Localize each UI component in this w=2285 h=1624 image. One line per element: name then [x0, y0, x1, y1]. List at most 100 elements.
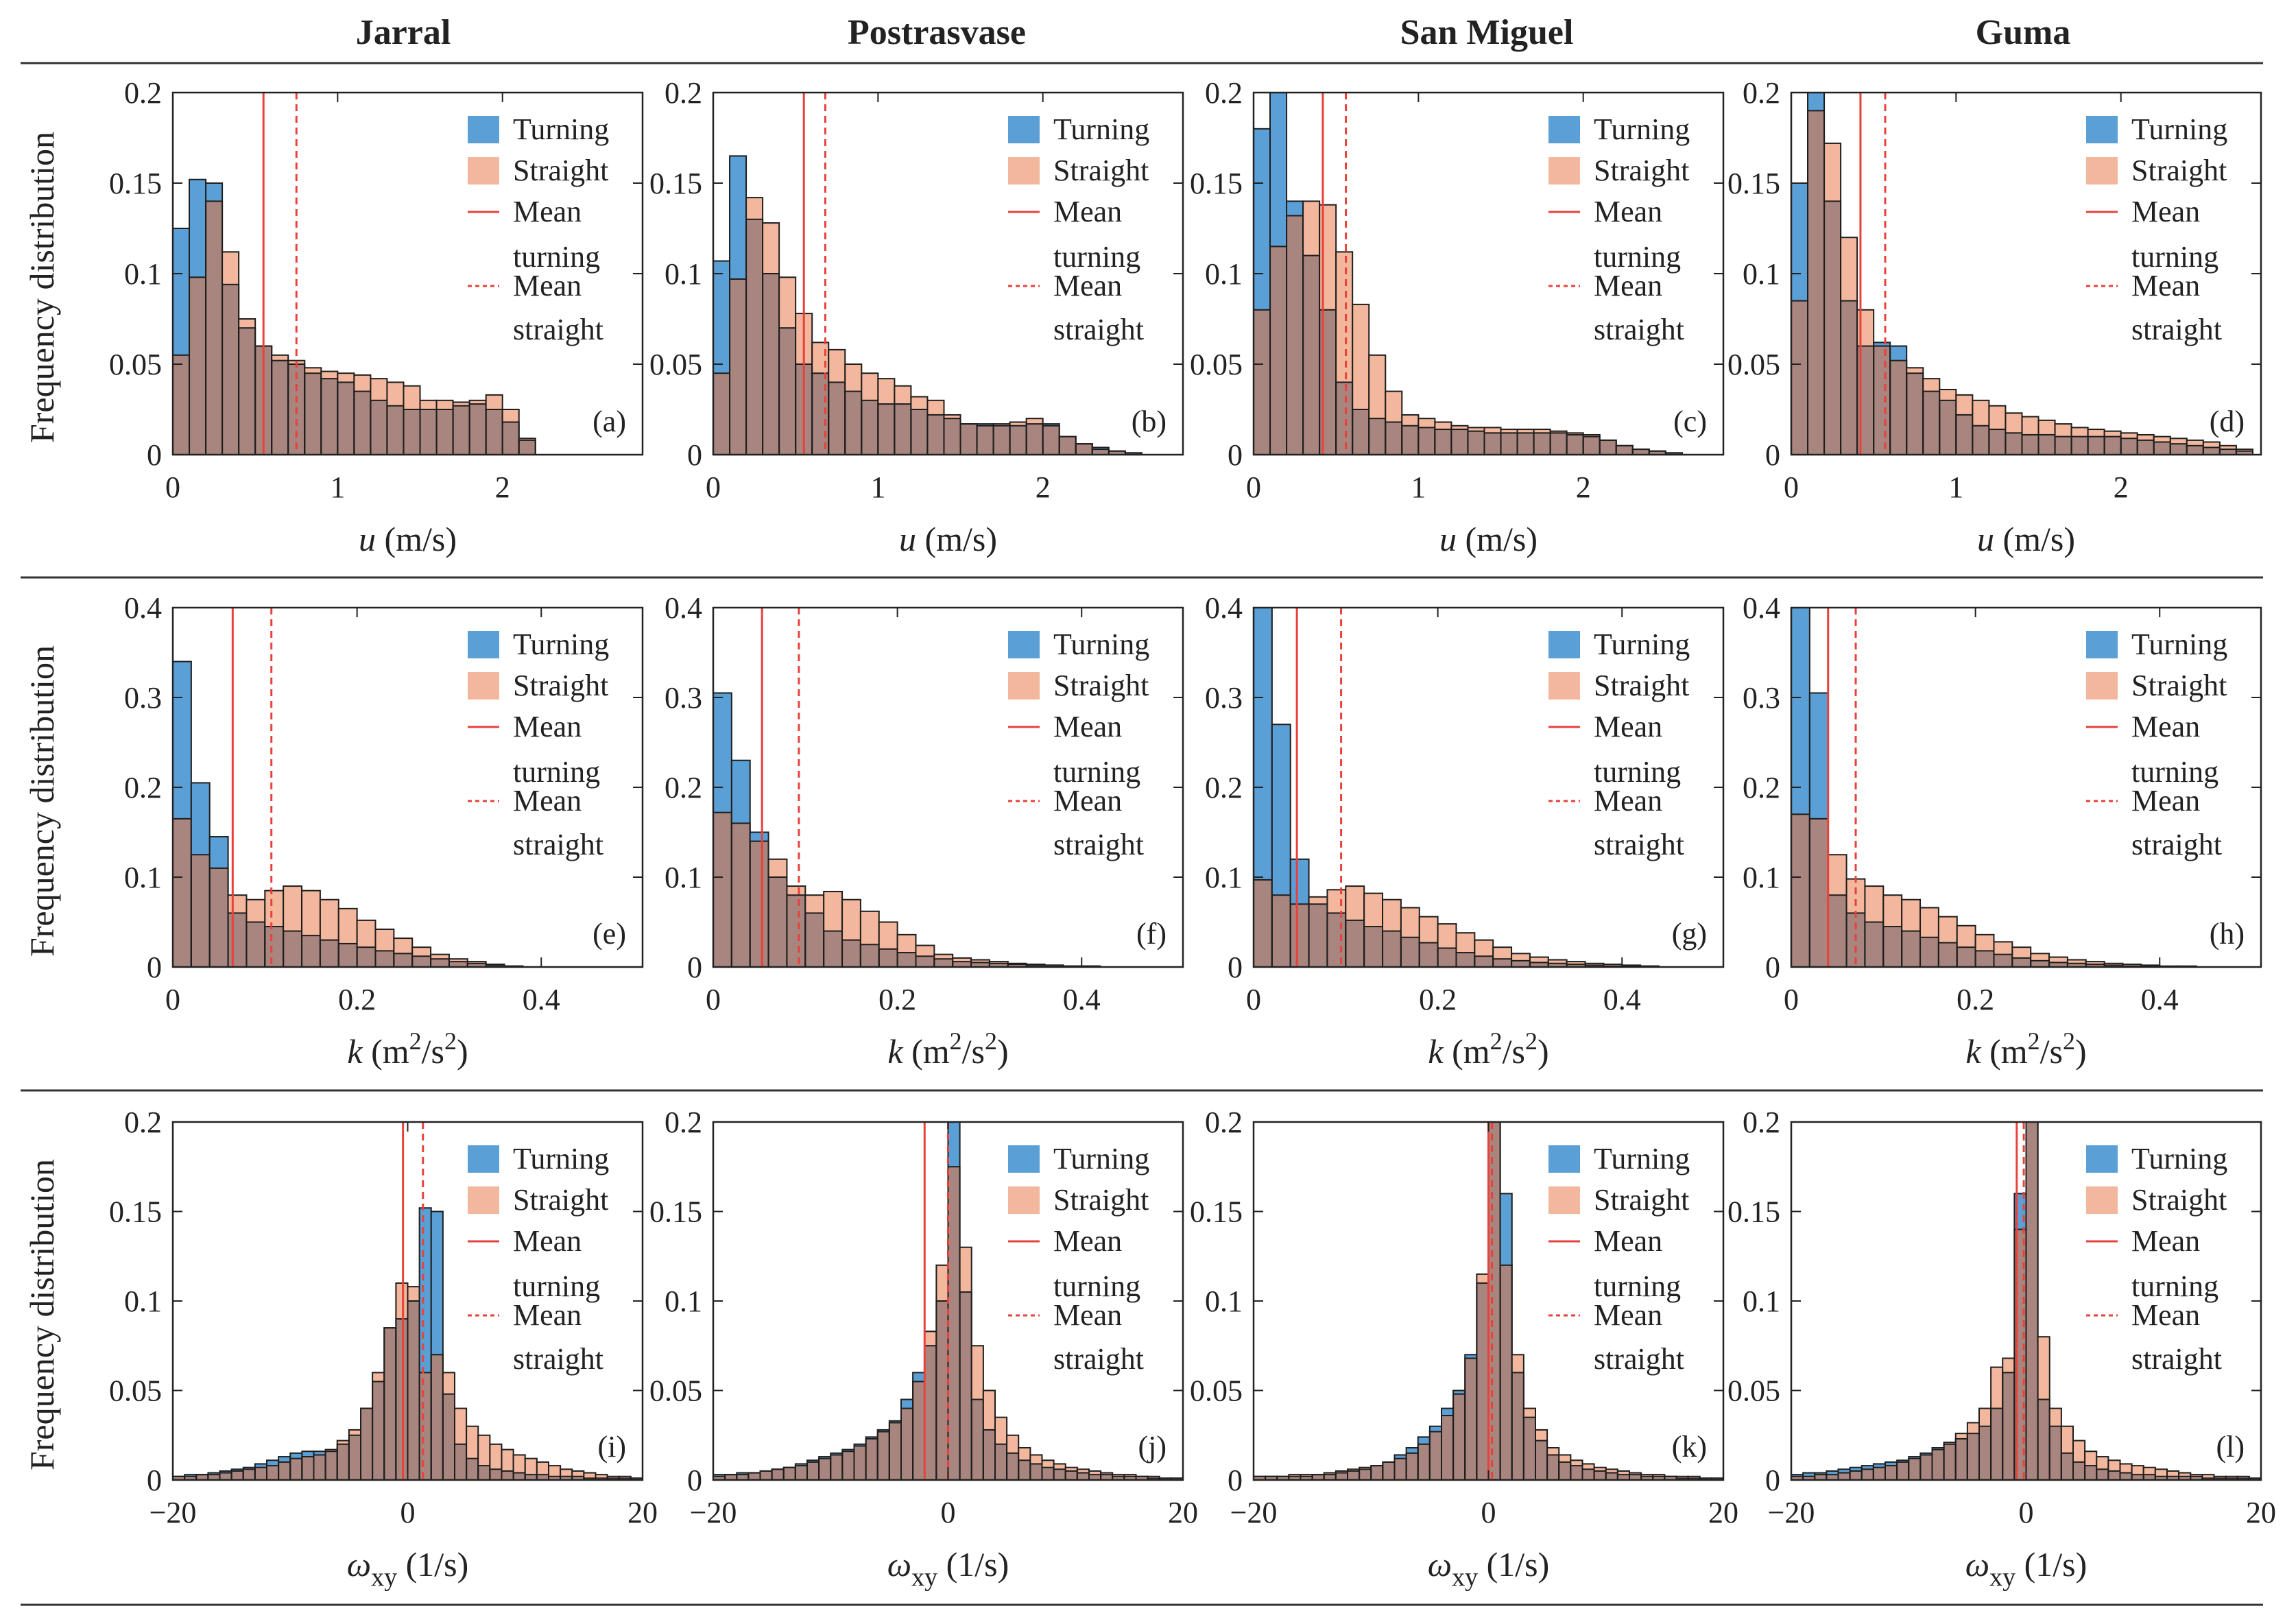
y-tick-label: 0.2 [665, 1106, 702, 1139]
bar-overlap [420, 409, 437, 455]
bar-overlap [1089, 1474, 1101, 1480]
bar-overlap [1994, 954, 2013, 967]
bar-overlap [713, 1476, 726, 1480]
bar-straight [944, 414, 961, 419]
chart-panel: 0 1 2 0 0.05 0.1 0.15 0.2 u (m/s) (d) Turning Strai… [1727, 76, 2262, 558]
bar-straight [2186, 440, 2203, 446]
bar-straight [2131, 1466, 2144, 1475]
bar-overlap [944, 418, 961, 455]
bar-turning [209, 837, 228, 868]
bar-turning [731, 760, 750, 824]
bar-overlap [1955, 1438, 1967, 1480]
bar-straight [320, 899, 339, 940]
x-axis-label-unit: /s [1503, 1032, 1525, 1071]
bar-turning [1791, 1474, 1804, 1477]
bar-straight [934, 954, 953, 959]
bar-turning [1809, 693, 1828, 819]
bar-overlap [1938, 942, 1957, 967]
bar-overlap [1599, 440, 1616, 455]
bar-straight [436, 400, 453, 409]
bar-overlap [1402, 425, 1419, 455]
legend-label-straight-word: straight [1053, 313, 1144, 346]
bar-overlap [824, 931, 843, 967]
bar-straight [916, 945, 935, 957]
chart-panel: 0 1 2 0 0.05 0.1 0.15 0.2 u (m/s) (a) Turning Strai… [109, 76, 644, 558]
x-tick-label: 0 [1246, 983, 1261, 1016]
bar-straight [1559, 1455, 1571, 1462]
bar-turning [1465, 1354, 1477, 1359]
legend-label-straight: Straight [2131, 669, 2227, 702]
bar-straight [1451, 425, 1468, 430]
panel-label: (g) [1672, 917, 1707, 951]
bar-straight [1906, 368, 1924, 374]
bar-overlap [1897, 1461, 1909, 1480]
bar-overlap [934, 959, 953, 967]
bar-overlap [713, 373, 730, 455]
bar-overlap [1468, 431, 1485, 455]
y-tick-label: 0.2 [124, 1106, 162, 1139]
bar-straight [486, 394, 503, 409]
bar-straight [1955, 1433, 1967, 1439]
bar-straight [396, 1282, 408, 1320]
bar-overlap [361, 1408, 373, 1480]
bar-overlap [189, 277, 206, 455]
chart-panel: 0 1 2 0 0.05 0.1 0.15 0.2 u (m/s) (c) Turning Strai… [1190, 76, 1725, 558]
x-axis-label-sub: xy [1452, 1563, 1478, 1592]
legend-label-turning-word: turning [1053, 1269, 1140, 1303]
legend-label-mean-straight: Mean [513, 1298, 582, 1332]
bar-overlap [1030, 1464, 1042, 1480]
bar-straight [768, 859, 787, 877]
y-tick-label: 0.1 [1205, 257, 1243, 291]
bar-overlap [1803, 1476, 1815, 1480]
bar-overlap [2203, 447, 2220, 455]
bar-straight [1594, 1467, 1606, 1471]
bar-straight [375, 929, 394, 951]
x-axis-label-unit: (m [363, 1032, 409, 1071]
legend-swatch-straight [1548, 157, 1580, 184]
bar-overlap [1092, 449, 1109, 455]
bar-overlap [239, 328, 256, 455]
bar-overlap [2104, 436, 2121, 455]
bar-overlap [1359, 1469, 1372, 1480]
bar-straight [1585, 963, 1604, 966]
bar-overlap [419, 1372, 431, 1480]
bar-overlap [995, 1444, 1007, 1480]
bar-straight [1865, 886, 1884, 922]
y-tick-label: 0.15 [109, 167, 162, 200]
bar-overlap [1400, 937, 1420, 967]
y-tick-label: 0 [1228, 438, 1243, 472]
bar-straight [536, 1461, 549, 1475]
bar-overlap [1484, 433, 1501, 455]
bar-overlap [953, 962, 972, 967]
y-tick-label: 0.15 [109, 1195, 162, 1229]
bar-overlap [2067, 963, 2086, 967]
bar-turning [901, 1399, 913, 1409]
bar-overlap [518, 440, 536, 455]
bar-turning [842, 1449, 854, 1452]
bar-overlap [278, 1461, 291, 1480]
bar-overlap [1550, 433, 1567, 455]
bar-overlap [1828, 895, 1847, 967]
panel-label: (l) [2216, 1430, 2245, 1464]
bar-overlap [2085, 964, 2105, 967]
bar-straight [1089, 1470, 1101, 1475]
bar-overlap [375, 951, 394, 967]
bar-overlap [469, 404, 486, 455]
bar-overlap [1042, 425, 1060, 455]
bar-overlap [1101, 1474, 1113, 1480]
bar-overlap [243, 1469, 255, 1480]
x-axis-label-sup: 2 [409, 1027, 422, 1055]
bar-turning [1808, 93, 1825, 111]
bar-straight [1336, 252, 1353, 383]
bar-turning [1092, 447, 1109, 450]
y-tick-label: 0.1 [665, 1285, 702, 1318]
bar-turning [1271, 724, 1291, 896]
bar-overlap [254, 1467, 267, 1480]
bar-straight [1967, 1422, 1979, 1434]
bar-overlap [1383, 931, 1401, 967]
bar-overlap [403, 409, 420, 455]
y-tick-label: 0 [687, 1464, 702, 1497]
bar-straight [2012, 947, 2031, 958]
